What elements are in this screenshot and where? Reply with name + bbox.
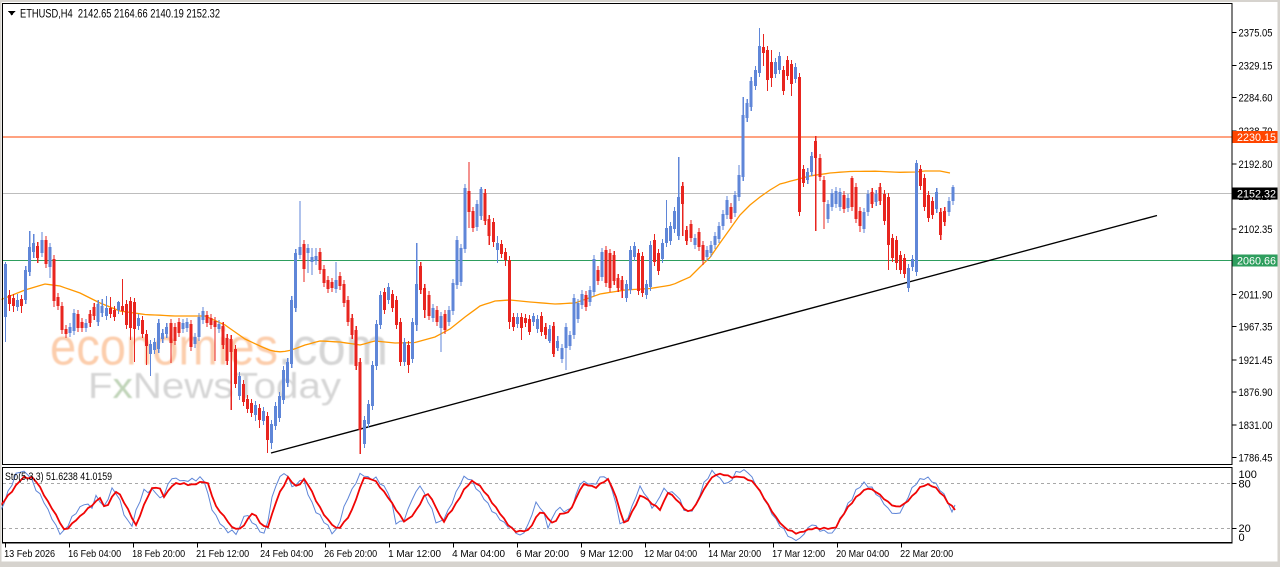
svg-text:2284.60: 2284.60 (1239, 93, 1273, 105)
svg-text:14 Mar 20:00: 14 Mar 20:00 (708, 548, 761, 560)
svg-text:.com: .com (278, 319, 388, 377)
svg-text:80: 80 (1239, 479, 1251, 491)
svg-text:16 Feb 04:00: 16 Feb 04:00 (68, 548, 121, 560)
svg-text:2060.66: 2060.66 (1237, 255, 1276, 267)
svg-text:12 Mar 04:00: 12 Mar 04:00 (644, 548, 697, 560)
svg-text:FxNewsToday: FxNewsToday (88, 365, 341, 406)
svg-text:1831.00: 1831.00 (1239, 420, 1273, 432)
svg-text:1786.45: 1786.45 (1239, 452, 1273, 464)
svg-text:2192.80: 2192.80 (1239, 159, 1273, 171)
svg-text:1921.45: 1921.45 (1239, 355, 1273, 367)
svg-text:21 Feb 12:00: 21 Feb 12:00 (196, 548, 249, 560)
svg-text:2230.15: 2230.15 (1237, 132, 1276, 144)
svg-text:4 Mar 04:00: 4 Mar 04:00 (452, 548, 505, 560)
svg-text:ETHUSD,H4 2142.65 2164.66 214: ETHUSD,H4 2142.65 2164.66 2140.19 2152.3… (20, 7, 220, 21)
svg-text:100: 100 (1239, 469, 1257, 481)
svg-text:x: x (113, 365, 133, 406)
svg-text:13 Feb 2026: 13 Feb 2026 (4, 548, 55, 560)
svg-text:6 Mar 20:00: 6 Mar 20:00 (516, 548, 569, 560)
svg-text:economies: economies (50, 319, 278, 377)
svg-text:9 Mar 12:00: 9 Mar 12:00 (580, 548, 633, 560)
svg-text:20 Mar 04:00: 20 Mar 04:00 (836, 548, 889, 560)
svg-text:1876.90: 1876.90 (1239, 387, 1273, 399)
svg-text:24 Feb 04:00: 24 Feb 04:00 (260, 548, 313, 560)
svg-text:2102.35: 2102.35 (1239, 224, 1273, 236)
svg-text:0: 0 (1239, 532, 1245, 544)
svg-text:Sto(5,3,3) 51.6238 41.0159: Sto(5,3,3) 51.6238 41.0159 (5, 471, 112, 483)
svg-text:2329.15: 2329.15 (1239, 60, 1273, 72)
svg-text:17 Mar 12:00: 17 Mar 12:00 (772, 548, 825, 560)
svg-text:1967.35: 1967.35 (1239, 322, 1273, 334)
svg-text:20: 20 (1239, 523, 1251, 535)
svg-text:26 Feb 20:00: 26 Feb 20:00 (324, 548, 377, 560)
svg-text:2152.32: 2152.32 (1237, 189, 1276, 201)
svg-text:2011.90: 2011.90 (1239, 290, 1273, 302)
svg-text:22 Mar 20:00: 22 Mar 20:00 (900, 548, 953, 560)
svg-text:2375.05: 2375.05 (1239, 27, 1273, 39)
svg-text:18 Feb 20:00: 18 Feb 20:00 (132, 548, 185, 560)
svg-text:1 Mar 12:00: 1 Mar 12:00 (388, 548, 441, 560)
